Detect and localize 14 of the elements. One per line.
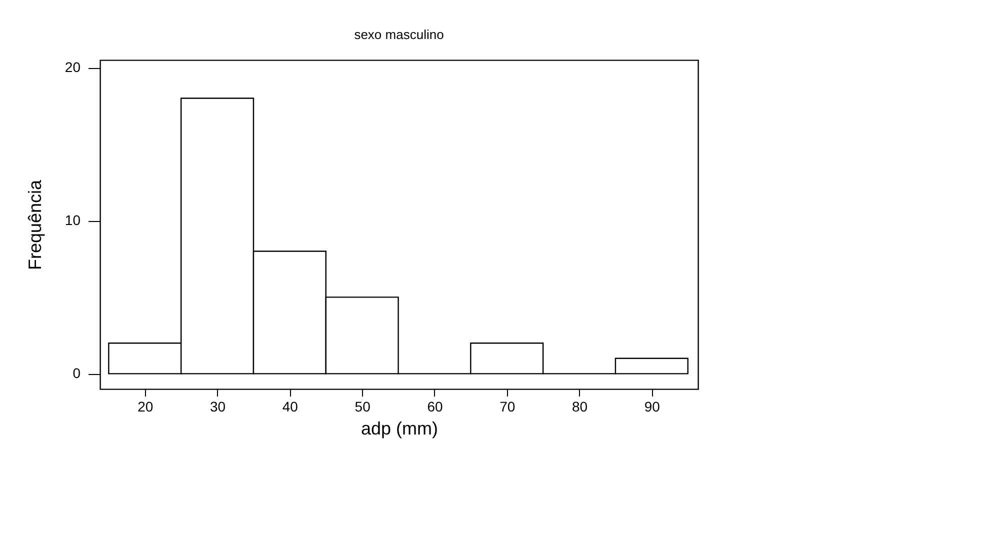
x-tick-label: 40 [282, 398, 298, 414]
x-tick-label: 20 [138, 398, 154, 414]
x-axis-title: adp (mm) [360, 418, 438, 438]
y-tick-label: 0 [72, 365, 81, 382]
y-tick-label: 10 [64, 212, 81, 228]
x-tick-label: 60 [427, 398, 443, 414]
x-tick-label: 50 [354, 398, 371, 414]
x-tick-label: 90 [644, 398, 660, 414]
x-tick-label: 80 [572, 398, 588, 414]
x-tick-label: 70 [500, 398, 516, 414]
y-axis-title: Frequência [24, 178, 45, 270]
chart-title: sexo masculino [354, 27, 444, 42]
y-tick-label: 20 [64, 59, 81, 76]
x-tick-label: 30 [210, 398, 226, 414]
